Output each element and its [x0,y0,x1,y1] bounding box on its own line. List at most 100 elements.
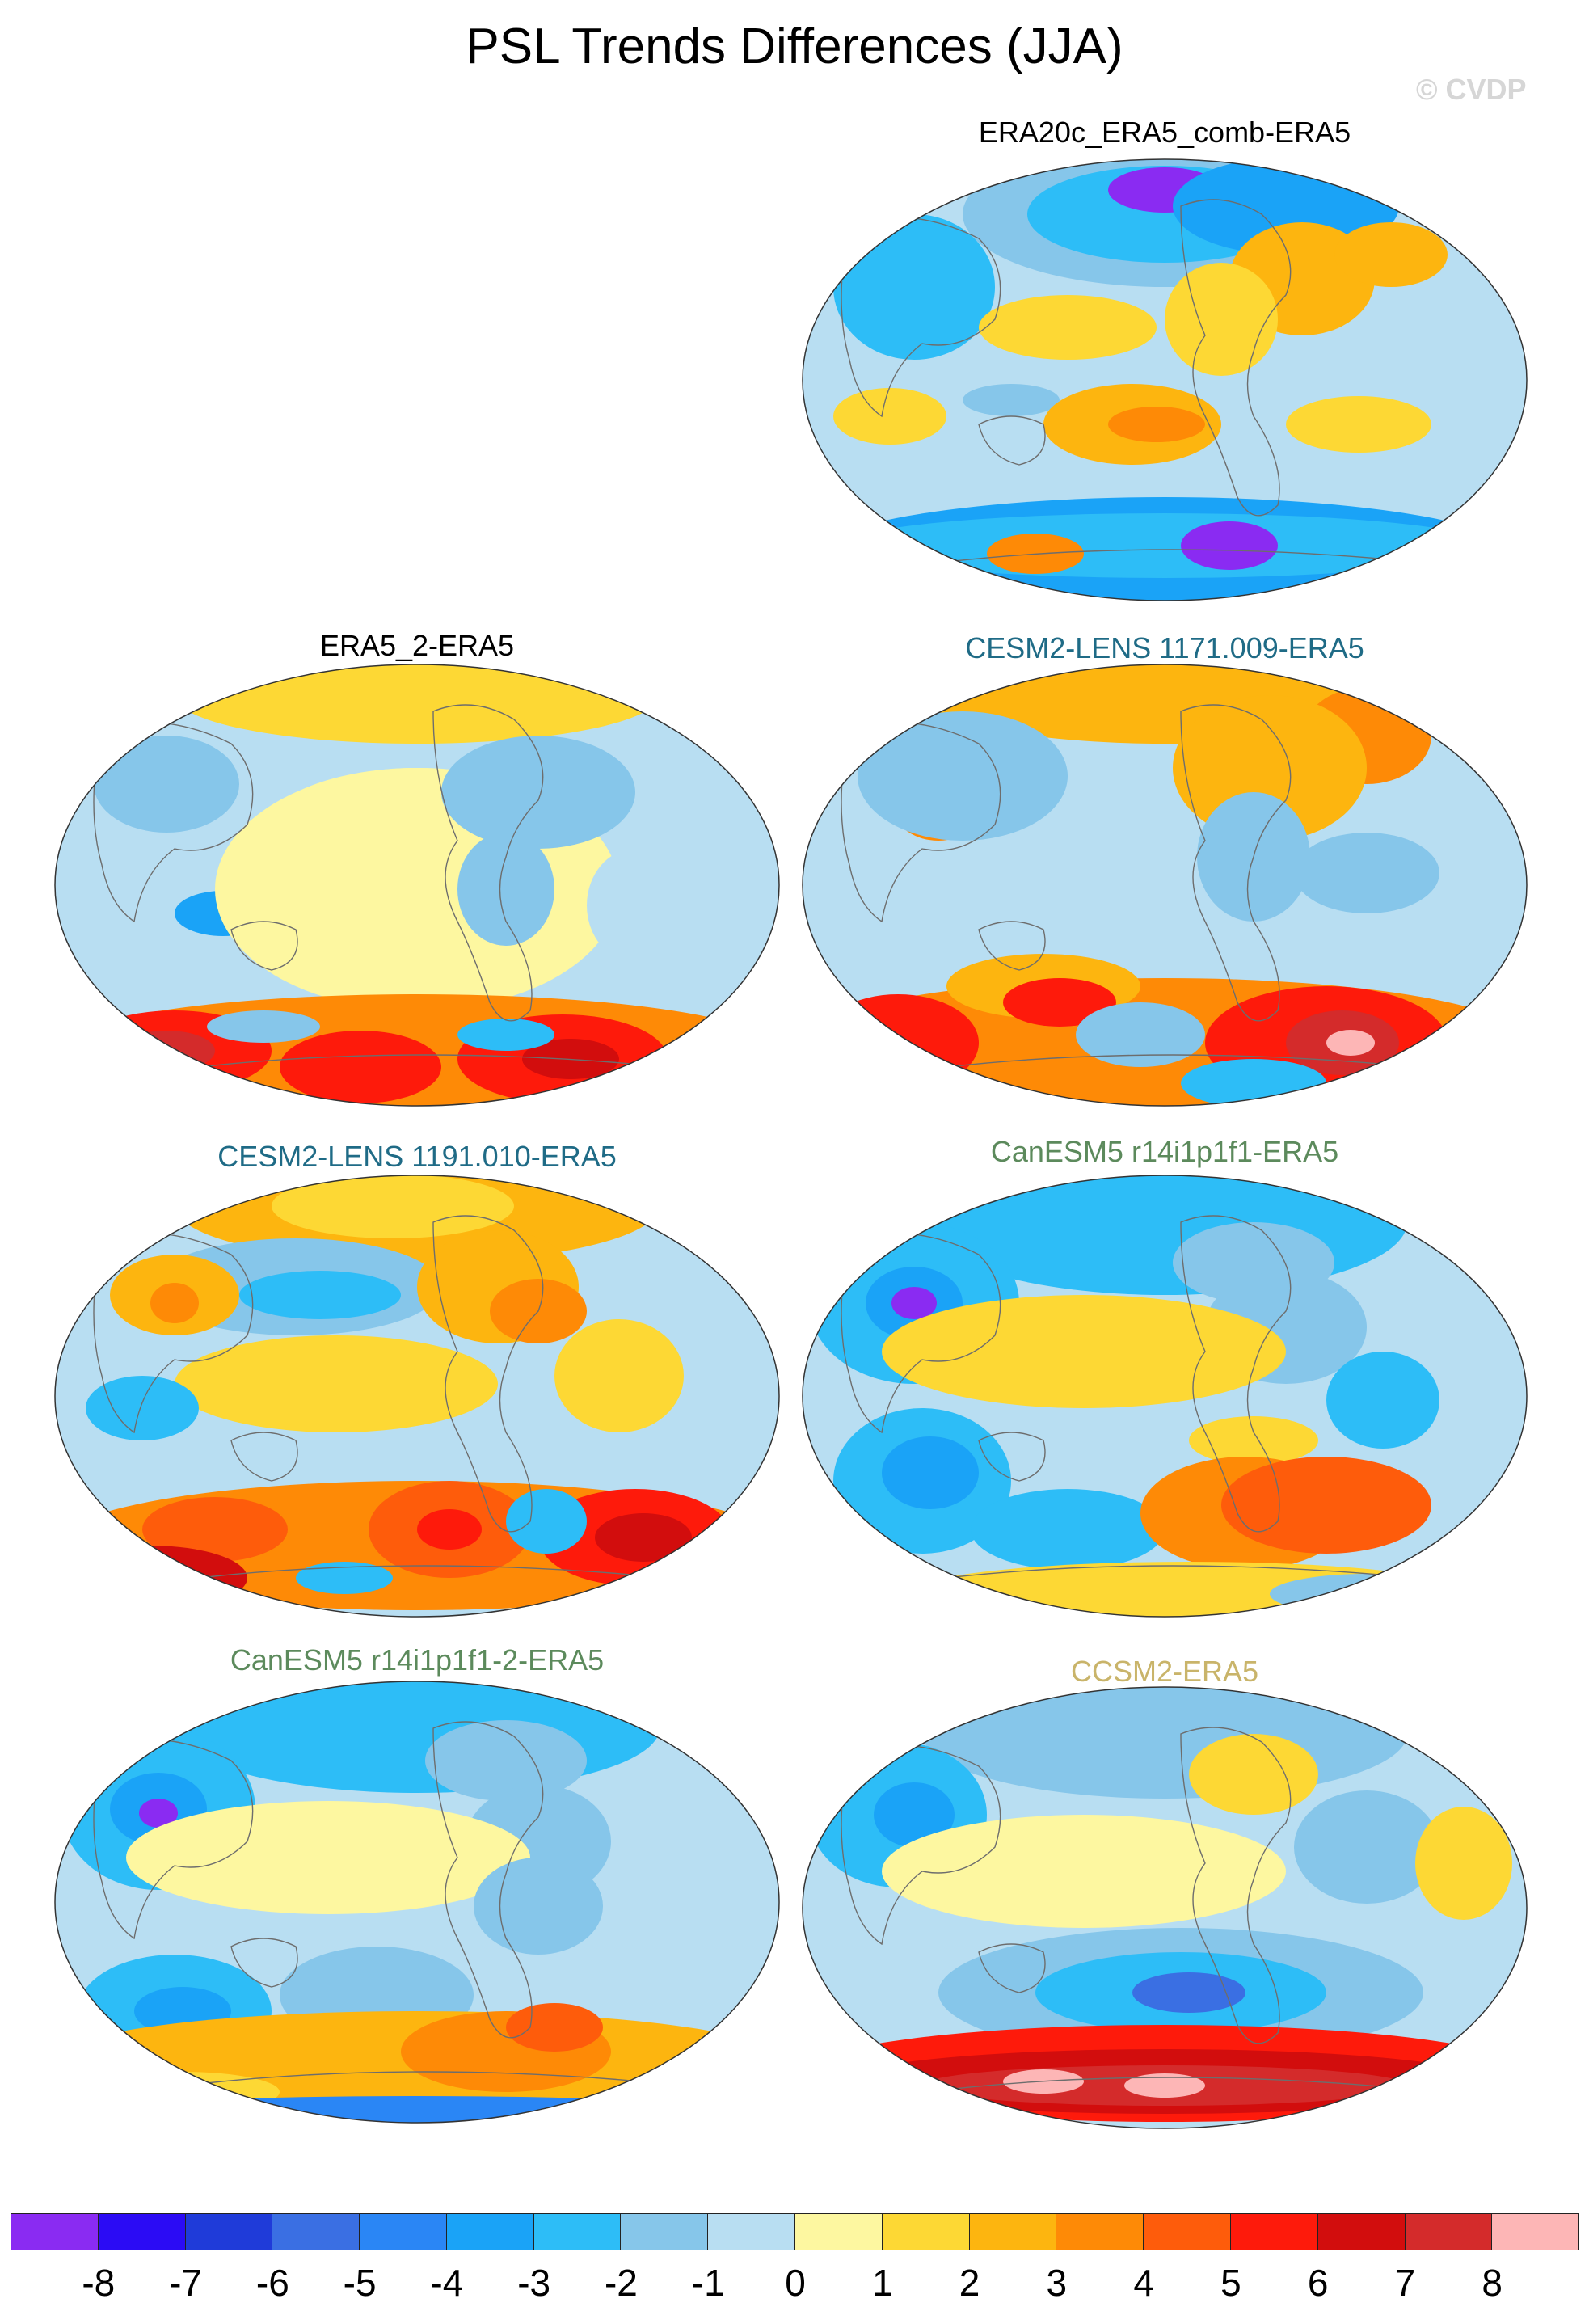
colorbar-ticks: -8 -7 -6 -5 -4 -3 -2 -1 0 1 2 3 4 5 6 7 … [0,2261,1589,2309]
map-field [803,159,1527,601]
map-border [54,1681,780,2124]
colorbar-box [272,2213,360,2250]
colorbar-tick: -1 [691,2262,725,2304]
map-contour-region [1124,2073,1205,2098]
map-contour-region [1294,1790,1439,1904]
map-contour-region [441,736,635,849]
map-contour-region [874,1782,955,1847]
map-contour-region [1189,1416,1318,1465]
map-contour-region [554,1319,684,1432]
colorbar-box [620,2213,709,2250]
coastline [93,1232,254,1434]
map-border [802,158,1528,601]
map-contour-region [457,833,554,946]
map-contour-region [94,736,239,833]
map-contour-region [139,1799,178,1828]
colorbar-tick: -5 [343,2262,377,2304]
map-contour-region [979,295,1157,360]
map-contour-region [1270,1574,1464,1614]
coastline [946,1054,1416,1068]
colorbar-box [881,2213,970,2250]
map-field [803,1687,1527,2128]
colorbar-tick: -7 [169,2262,202,2304]
map-contour-region [971,1489,1165,1570]
colorbar-box [1143,2213,1231,2250]
map-contour-region [882,1295,1286,1408]
map-panel-cesm-1191 [54,1175,780,1618]
map-panel-ccsm2 [802,1686,1528,2129]
map-contour-region [506,1489,587,1554]
coastline [978,921,1046,971]
coastline [841,1232,1001,1434]
map-panel-canesm [802,1175,1528,1618]
map-contour-region [595,1513,692,1562]
map-contour-region [1415,1807,1512,1920]
coastline [978,1432,1046,1482]
map-contour-region [882,1815,1286,1928]
colorbar-box [11,2213,99,2250]
map-contour-region [882,1436,979,1509]
coastline [93,1738,254,1940]
map-contour-region [55,1546,247,1610]
coastline [432,1721,544,2039]
map-contour-region [474,1858,603,1955]
coastline [198,2071,668,2085]
map-contour-region [1294,833,1439,913]
map-contour-region [239,1271,401,1319]
map-contour-region [922,1687,1407,1799]
map-contour-region [207,1010,320,1043]
map-contour-region [457,1019,554,1051]
map-contour-region [858,711,1068,841]
coastline [1180,1727,1292,2044]
panel-label-cesm-1191: CESM2-LENS 1191.010-ERA5 [217,1140,617,1173]
colorbar-box [97,2213,186,2250]
colorbar-tick: 5 [1220,2262,1241,2304]
colorbar-box [1056,2213,1144,2250]
colorbar-tick: 8 [1482,2262,1503,2304]
map-contour-region [126,1801,530,1914]
coastline [230,1938,298,1988]
colorbar-tick: -2 [604,2262,638,2304]
coastline [978,1943,1046,1993]
colorbar-box [445,2213,534,2250]
map-panel-era20c [802,158,1528,601]
map-border [54,1175,780,1618]
map-contour-region [1286,396,1431,453]
colorbar-tick: -4 [430,2262,464,2304]
map-border [802,1686,1528,2129]
map-contour-region [118,1031,215,1071]
colorbar-box [1404,2213,1493,2250]
coastline [1180,1215,1292,1533]
map-contour-region [94,2096,740,2123]
panel-label-ccsm2: CCSM2-ERA5 [1070,1655,1259,1688]
colorbar-box [184,2213,273,2250]
map-contour-region [280,1031,441,1103]
map-contour-region [1326,1030,1375,1056]
coastline [93,721,254,923]
coastline [230,1432,298,1482]
map-contour-region [296,1562,393,1594]
map-contour-region [1189,1734,1318,1815]
map-contour-region [1181,521,1278,570]
panel-label-era20c: ERA20c_ERA5_comb-ERA5 [978,116,1351,149]
colorbar-tick: 1 [871,2262,893,2304]
coastline [841,216,1001,418]
colorbar-tick: 2 [959,2262,980,2304]
map-panel-cesm-1171 [802,664,1528,1107]
map-contour-region [1003,978,1116,1027]
colorbar-box [533,2213,622,2250]
map-field [55,664,779,1106]
map-contour-region [1326,1352,1439,1449]
coastline [1180,704,1292,1022]
colorbar-box [1229,2213,1318,2250]
coastline [841,721,1001,923]
map-contour-region [1165,263,1278,376]
map-contour-region [1108,407,1205,442]
coastline [198,1054,668,1068]
map-border [802,664,1528,1107]
colorbar [11,2213,1580,2250]
map-contour-region [833,214,995,360]
map-contour-region [86,2072,280,2112]
map-contour-region [1181,1059,1326,1106]
map-contour-region [1076,1002,1205,1067]
